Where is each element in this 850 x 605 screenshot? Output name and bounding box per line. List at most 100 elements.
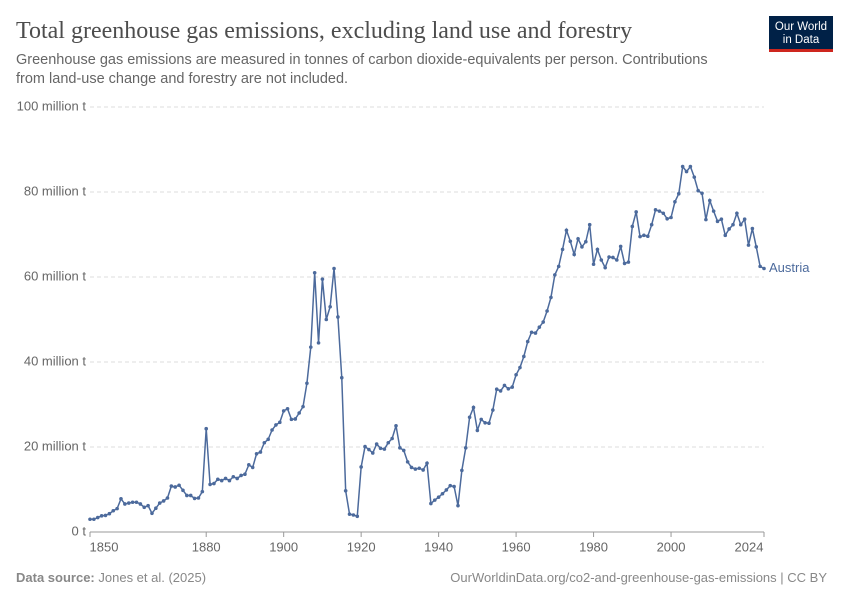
point — [250, 465, 255, 470]
point — [204, 426, 209, 431]
logo[interactable]: Our World in Data — [769, 16, 833, 52]
point — [425, 461, 429, 465]
subtitle: from land-use change and forestry are no… — [16, 71, 348, 87]
point — [448, 483, 453, 488]
point — [432, 498, 437, 502]
point — [196, 496, 201, 500]
line — [90, 164, 765, 520]
point — [92, 517, 96, 522]
point — [146, 503, 150, 508]
point — [452, 484, 456, 489]
point — [308, 345, 313, 349]
point — [510, 385, 515, 389]
point — [576, 236, 580, 241]
point — [99, 514, 104, 518]
y-tick-label: 0 t — [72, 523, 87, 538]
point — [429, 501, 433, 506]
point — [150, 511, 154, 516]
point — [723, 233, 728, 238]
point — [649, 222, 654, 227]
point — [157, 501, 162, 505]
x-tick-label: 1980 — [579, 539, 608, 554]
point — [413, 467, 418, 471]
point — [638, 234, 642, 239]
x-tick-label: 1900 — [269, 539, 298, 554]
source: Data source: Jones et al. (2025) — [16, 570, 206, 585]
point — [506, 386, 511, 391]
point — [95, 515, 100, 520]
point — [715, 219, 720, 224]
point — [460, 468, 464, 473]
point — [247, 463, 251, 467]
point — [607, 255, 611, 259]
point — [177, 483, 181, 488]
x-tick-label: 1940 — [424, 539, 453, 554]
point — [417, 466, 422, 471]
point — [494, 387, 499, 392]
point — [522, 354, 526, 359]
point — [615, 258, 619, 262]
logo-stripe — [769, 49, 833, 52]
point — [688, 164, 693, 169]
x-tick-label: 1960 — [502, 539, 531, 554]
point — [328, 304, 332, 309]
point — [266, 437, 270, 442]
point — [370, 451, 375, 455]
point — [281, 409, 286, 413]
point — [731, 222, 735, 227]
point — [618, 244, 623, 249]
point — [173, 485, 178, 489]
source-text: Jones et al. (2025) — [98, 570, 206, 585]
point — [134, 500, 139, 505]
point — [456, 503, 460, 508]
point — [483, 420, 487, 425]
point — [479, 417, 484, 422]
point — [684, 169, 689, 174]
x-tick-label: 1880 — [192, 539, 221, 554]
point — [262, 440, 267, 445]
point — [580, 245, 584, 249]
point — [231, 474, 236, 479]
point — [347, 512, 352, 516]
point — [421, 468, 425, 472]
point — [123, 502, 127, 506]
point — [227, 478, 232, 483]
point — [653, 208, 658, 212]
point — [591, 262, 596, 267]
subtitle: Greenhouse gas emissions are measured in… — [16, 52, 708, 68]
point — [537, 325, 542, 329]
point — [142, 505, 147, 510]
point — [525, 339, 530, 344]
point — [487, 421, 491, 426]
point — [475, 428, 480, 433]
point — [336, 315, 340, 319]
point — [463, 446, 468, 450]
point — [529, 330, 534, 335]
x-tick-label: 1920 — [347, 539, 376, 554]
point — [103, 513, 108, 518]
point — [374, 442, 379, 446]
point — [316, 341, 321, 345]
point — [200, 489, 205, 494]
point — [254, 452, 259, 456]
series-label: Austria — [769, 260, 810, 275]
point — [293, 417, 298, 421]
point — [645, 234, 650, 238]
source-label: Data source: — [16, 570, 95, 585]
point — [735, 211, 739, 216]
point — [572, 252, 576, 257]
point — [541, 320, 546, 324]
point — [126, 501, 131, 505]
point — [762, 266, 766, 271]
point — [630, 224, 635, 229]
point — [692, 175, 697, 179]
point — [676, 191, 681, 196]
point — [297, 411, 301, 415]
point — [622, 261, 627, 266]
url[interactable]: OurWorldinData.org/co2-and-greenhouse-ga… — [450, 570, 827, 585]
point — [258, 450, 263, 454]
point — [223, 476, 228, 481]
point — [665, 216, 669, 221]
point — [305, 381, 309, 386]
logo-text: in Data — [783, 34, 820, 46]
